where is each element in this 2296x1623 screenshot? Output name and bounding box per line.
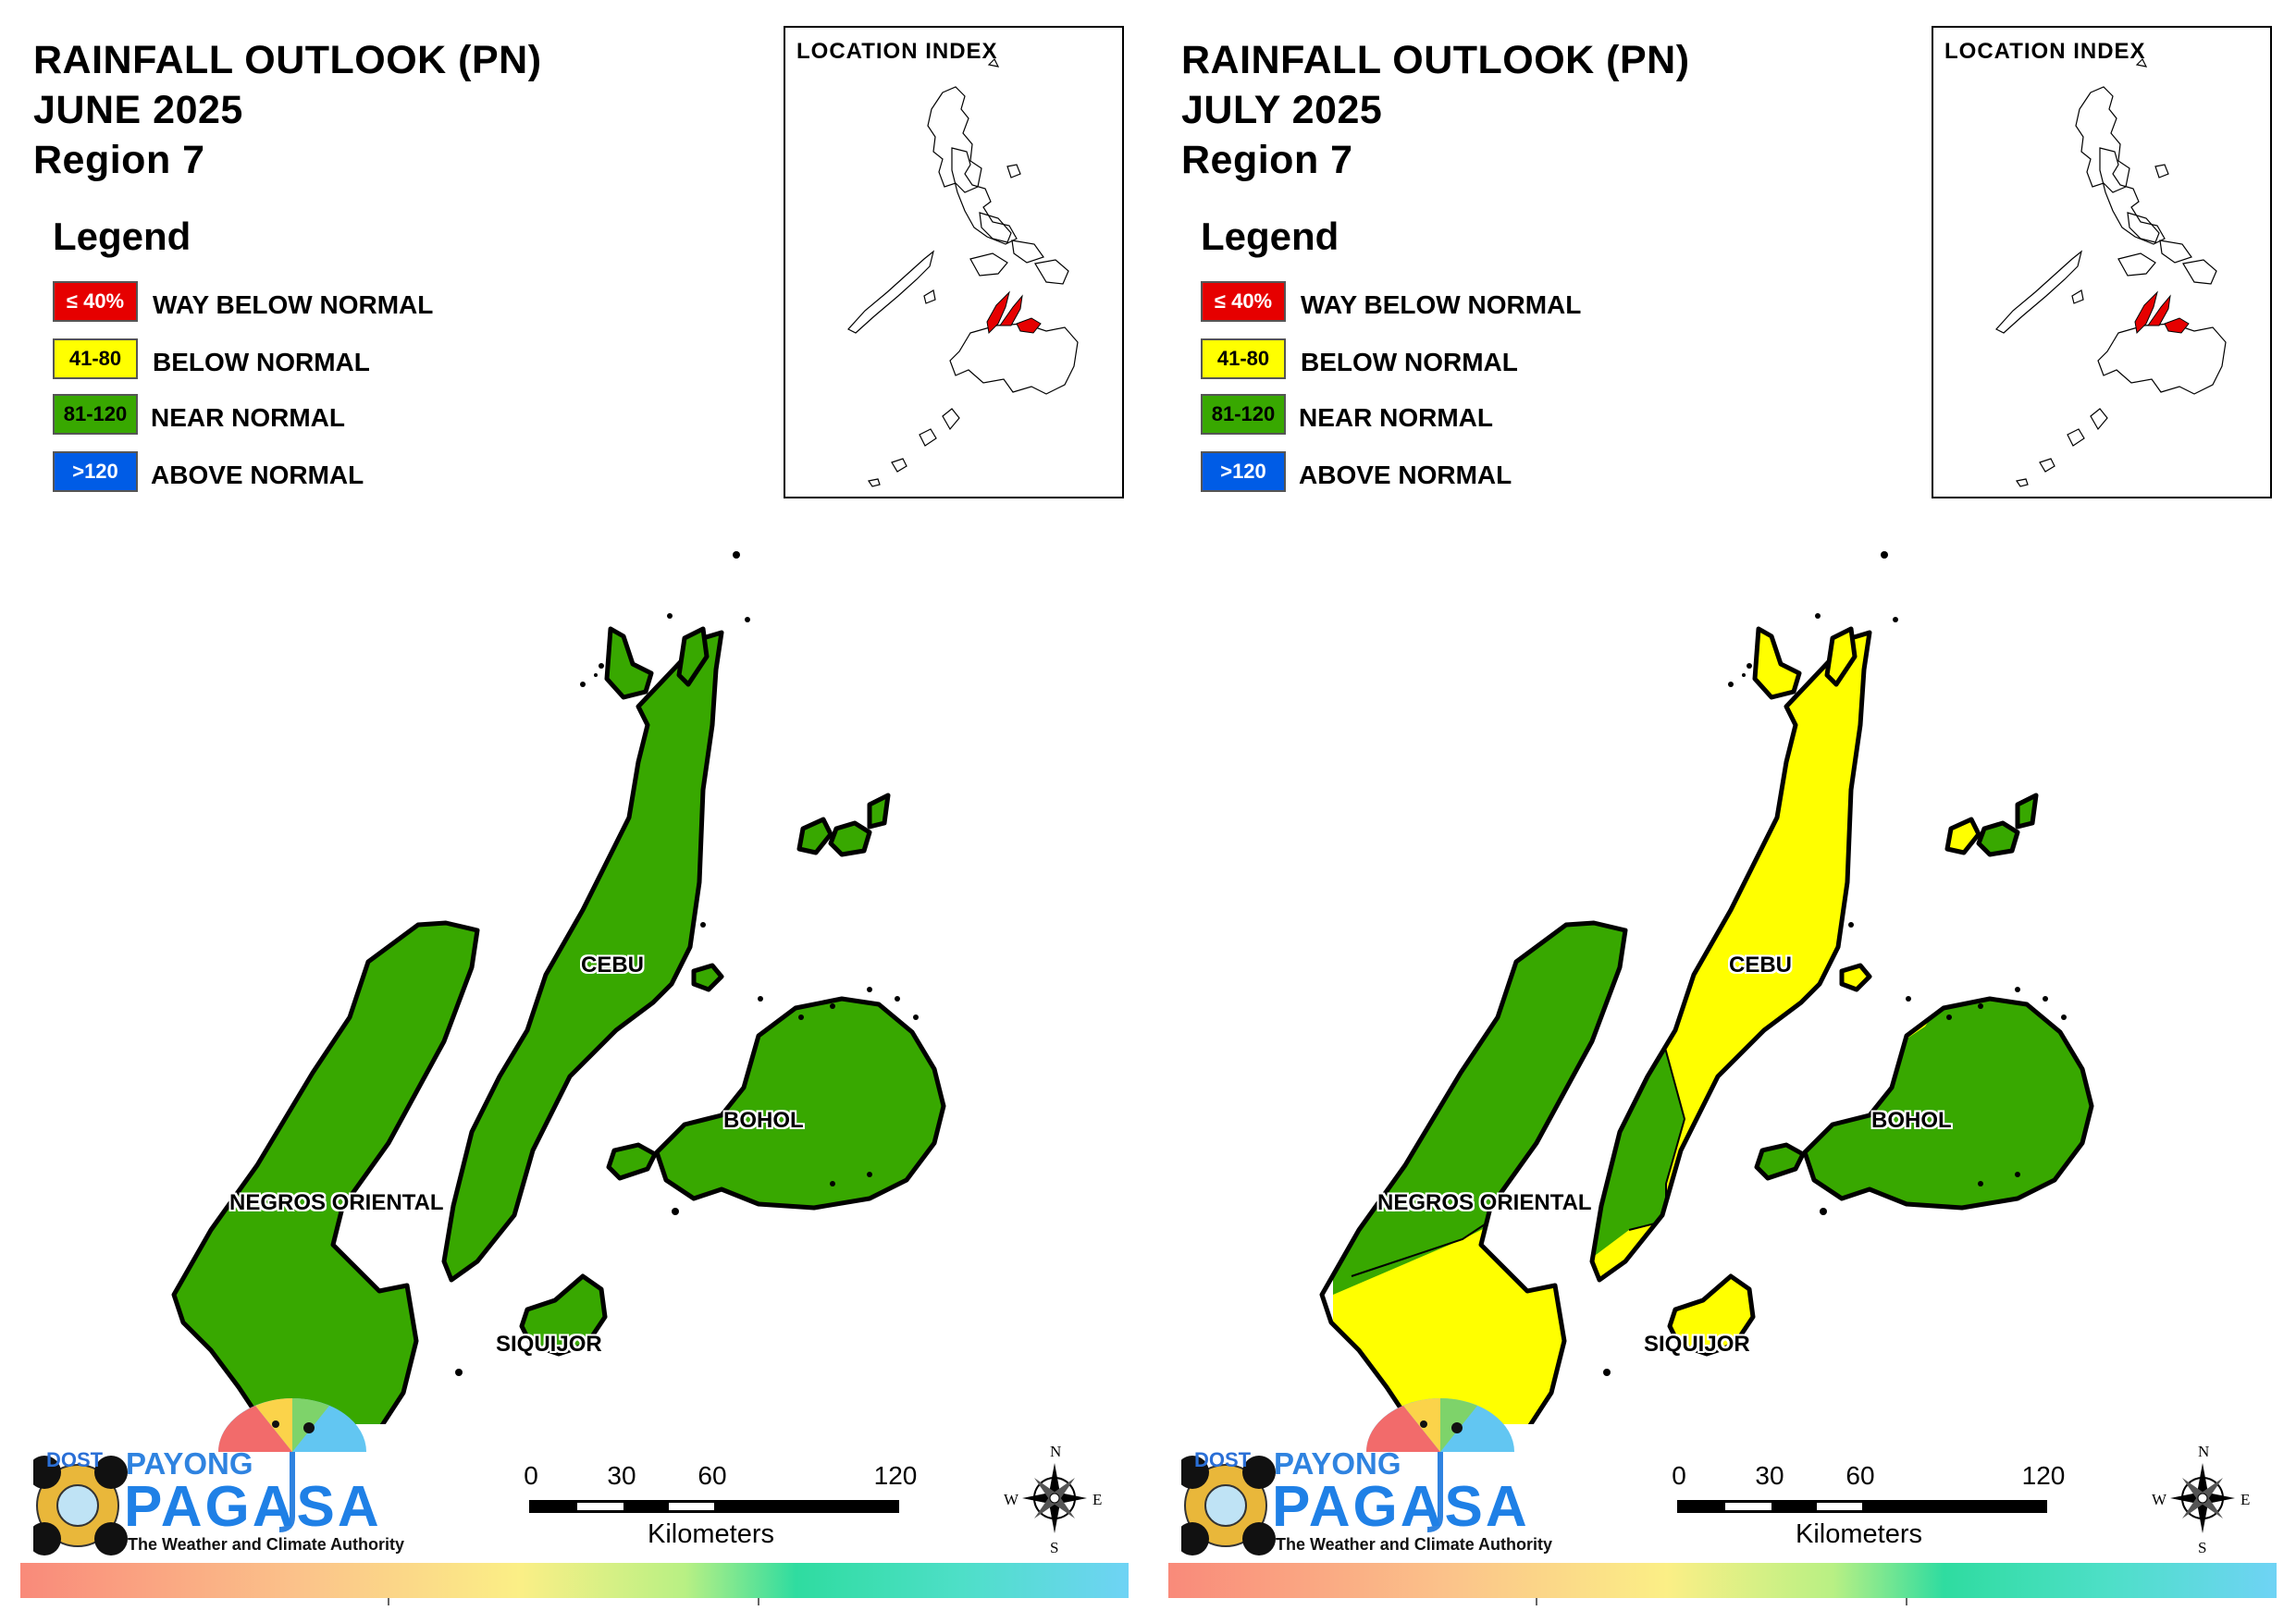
legend-swatch: 81-120 <box>53 394 138 435</box>
label-negros-oriental: NEGROS ORIENTAL <box>229 1190 444 1215</box>
province-cebu <box>1589 630 1872 1283</box>
outlook-panel-june: RAINFALL OUTLOOK (PN) JUNE 2025 Region 7… <box>0 0 1147 1623</box>
scale-tick: 30 <box>1755 1461 1784 1490</box>
legend-label: ABOVE NORMAL <box>151 461 364 489</box>
outlook-panel-july: RAINFALL OUTLOOK (PN) JULY 2025 Region 7… <box>1148 0 2295 1623</box>
map-title: RAINFALL OUTLOOK (PN) JUNE 2025 Region 7 <box>33 35 542 185</box>
scale-bar-graphic <box>529 1500 899 1513</box>
legend-swatch: >120 <box>53 451 138 492</box>
logo-tagline: The Weather and Climate Authority <box>1276 1535 1553 1554</box>
label-negros-oriental: NEGROS ORIENTAL <box>1377 1190 1592 1215</box>
logo-pagasa: PAGASA <box>124 1475 382 1539</box>
province-negros-oriental <box>1319 920 1628 1424</box>
label-cebu: CEBU <box>581 953 645 977</box>
legend-heading: Legend <box>53 215 191 258</box>
scale-tick: 0 <box>524 1461 538 1490</box>
compass-w: W <box>2152 1491 2167 1508</box>
title-month: JUNE 2025 <box>33 88 243 132</box>
label-bohol: BOHOL <box>1871 1108 1952 1133</box>
compass-e: E <box>2240 1491 2251 1508</box>
logo-dost: DOST <box>46 1448 104 1471</box>
legend-label: BELOW NORMAL <box>153 348 370 376</box>
compass-s: S <box>1050 1539 1059 1556</box>
scale-tick: 0 <box>1672 1461 1686 1490</box>
legend-swatch: 41-80 <box>53 338 138 379</box>
title-line-1: RAINFALL OUTLOOK (PN) <box>1181 38 1690 82</box>
legend-swatch: ≤ 40% <box>1201 281 1286 322</box>
title-region: Region 7 <box>1181 138 1353 182</box>
scale-bar: 0 30 60 120 Kilometers <box>524 1461 925 1563</box>
province-bohol <box>654 996 946 1211</box>
logo-payong: PAYONG <box>1274 1446 1401 1481</box>
province-siquijor <box>519 1273 608 1357</box>
legend-swatch: >120 <box>1201 451 1286 492</box>
legend-label: BELOW NORMAL <box>1301 348 1518 376</box>
legend-swatch: 41-80 <box>1201 338 1286 379</box>
legend-label: ABOVE NORMAL <box>1299 461 1512 489</box>
scale-tick: 120 <box>2021 1461 2066 1490</box>
footer-gradient-bar <box>20 1563 1129 1598</box>
title-month: JULY 2025 <box>1181 88 1383 132</box>
province-siquijor <box>1667 1273 1756 1357</box>
philippines-outline-map <box>847 57 1079 487</box>
scale-tick: 60 <box>1845 1461 1875 1490</box>
scale-unit: Kilometers <box>648 1519 774 1549</box>
pagasa-logo: DOST PAYONG PAGASA The Weather and Clima… <box>33 1387 405 1563</box>
province-cebu-bantayan <box>604 626 654 700</box>
scale-tick: 60 <box>697 1461 727 1490</box>
province-cebu-camotes <box>1944 817 1981 855</box>
logo-pagasa: PAGASA <box>1272 1475 1530 1539</box>
legend-heading: Legend <box>1201 215 1339 258</box>
province-cebu <box>441 630 724 1283</box>
label-siquijor: SIQUIJOR <box>496 1332 602 1357</box>
footer-ticks <box>388 1598 759 1605</box>
legend-label: NEAR NORMAL <box>151 403 345 432</box>
logo-dost: DOST <box>1194 1448 1252 1471</box>
label-bohol: BOHOL <box>723 1108 804 1133</box>
region7-rainfall-map <box>1319 551 2094 1424</box>
legend-label: WAY BELOW NORMAL <box>153 290 434 319</box>
philippines-outline-map <box>1995 57 2227 487</box>
north-arrow-compass-icon: N S E W <box>1004 1443 1105 1556</box>
title-line-1: RAINFALL OUTLOOK (PN) <box>33 38 542 82</box>
label-siquijor: SIQUIJOR <box>1644 1332 1750 1357</box>
footer-gradient-bar <box>1168 1563 2277 1598</box>
province-negros-oriental <box>171 920 480 1424</box>
location-index-map: LOCATION INDEX <box>784 26 1124 498</box>
province-bohol <box>1802 996 2094 1211</box>
umbrella-mascot-icon <box>33 1398 366 1555</box>
label-cebu: CEBU <box>1729 953 1793 977</box>
footer-ticks <box>1536 1598 1907 1605</box>
province-cebu-bantayan <box>1752 626 1802 700</box>
compass-w: W <box>1004 1491 1019 1508</box>
location-index-map: LOCATION INDEX <box>1932 26 2272 498</box>
scale-tick: 30 <box>607 1461 636 1490</box>
legend-label: NEAR NORMAL <box>1299 403 1493 432</box>
compass-n: N <box>2198 1443 2210 1460</box>
logo-payong: PAYONG <box>126 1446 253 1481</box>
pagasa-logo: DOST PAYONG PAGASA The Weather and Clima… <box>1181 1387 1553 1563</box>
compass-e: E <box>1092 1491 1103 1508</box>
province-cebu-camotes <box>796 817 833 855</box>
region7-rainfall-map <box>171 551 946 1424</box>
umbrella-mascot-icon <box>1181 1398 1514 1555</box>
scale-unit: Kilometers <box>1796 1519 1922 1549</box>
logo-tagline: The Weather and Climate Authority <box>128 1535 405 1554</box>
compass-n: N <box>1050 1443 1062 1460</box>
legend-swatch: ≤ 40% <box>53 281 138 322</box>
scale-bar: 0 30 60 120 Kilometers <box>1672 1461 2073 1563</box>
location-index-title: LOCATION INDEX <box>796 39 998 64</box>
map-title: RAINFALL OUTLOOK (PN) JULY 2025 Region 7 <box>1181 35 1690 185</box>
title-region: Region 7 <box>33 138 205 182</box>
scale-tick: 120 <box>873 1461 918 1490</box>
legend-label: WAY BELOW NORMAL <box>1301 290 1582 319</box>
scale-bar-graphic <box>1677 1500 2047 1513</box>
compass-s: S <box>2198 1539 2207 1556</box>
north-arrow-compass-icon: N S E W <box>2152 1443 2253 1556</box>
legend-swatch: 81-120 <box>1201 394 1286 435</box>
location-index-title: LOCATION INDEX <box>1944 39 2146 64</box>
